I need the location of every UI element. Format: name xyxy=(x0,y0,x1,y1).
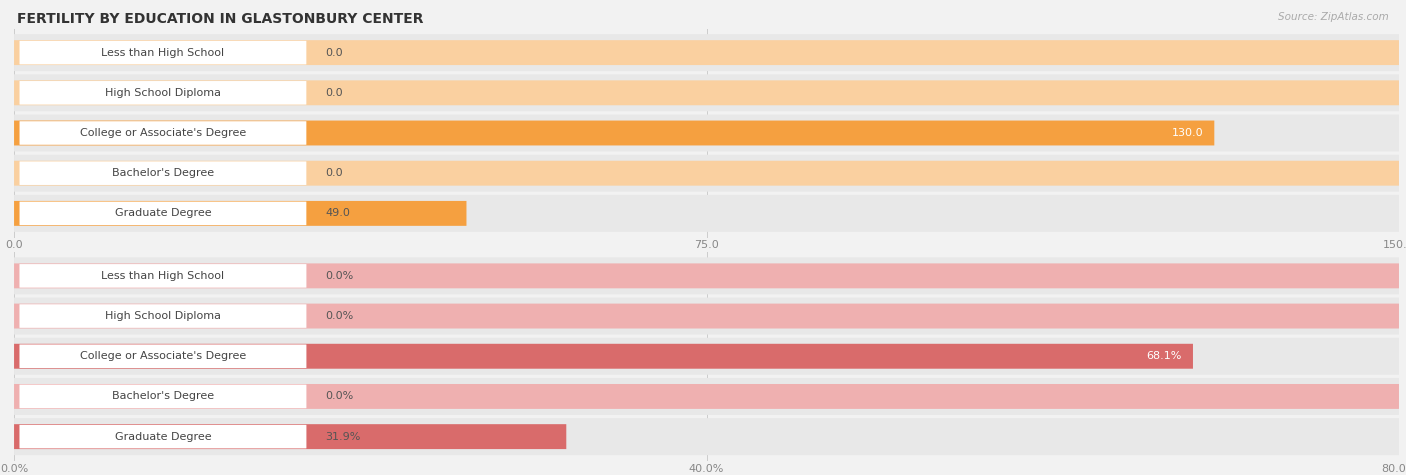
Text: Source: ZipAtlas.com: Source: ZipAtlas.com xyxy=(1278,12,1389,22)
FancyBboxPatch shape xyxy=(14,297,1399,334)
FancyBboxPatch shape xyxy=(14,418,1399,455)
Text: Bachelor's Degree: Bachelor's Degree xyxy=(112,391,214,401)
Text: Less than High School: Less than High School xyxy=(101,48,225,57)
Text: Graduate Degree: Graduate Degree xyxy=(115,432,211,442)
Text: 49.0: 49.0 xyxy=(326,209,350,218)
Text: High School Diploma: High School Diploma xyxy=(105,88,221,98)
Text: 0.0%: 0.0% xyxy=(326,311,354,321)
FancyBboxPatch shape xyxy=(20,385,307,408)
FancyBboxPatch shape xyxy=(14,201,467,226)
Text: 0.0: 0.0 xyxy=(326,88,343,98)
Text: College or Associate's Degree: College or Associate's Degree xyxy=(80,128,246,138)
FancyBboxPatch shape xyxy=(14,161,1399,186)
Text: 0.0%: 0.0% xyxy=(326,391,354,401)
Text: 68.1%: 68.1% xyxy=(1146,351,1182,361)
FancyBboxPatch shape xyxy=(20,264,307,288)
FancyBboxPatch shape xyxy=(20,121,307,145)
FancyBboxPatch shape xyxy=(20,344,307,368)
FancyBboxPatch shape xyxy=(14,424,567,449)
FancyBboxPatch shape xyxy=(14,384,1399,409)
Text: Graduate Degree: Graduate Degree xyxy=(115,209,211,218)
FancyBboxPatch shape xyxy=(20,425,307,448)
Text: High School Diploma: High School Diploma xyxy=(105,311,221,321)
FancyBboxPatch shape xyxy=(14,155,1399,192)
FancyBboxPatch shape xyxy=(14,304,1399,329)
FancyBboxPatch shape xyxy=(14,257,1399,294)
Text: 0.0: 0.0 xyxy=(326,48,343,57)
FancyBboxPatch shape xyxy=(14,74,1399,111)
FancyBboxPatch shape xyxy=(14,40,1399,65)
FancyBboxPatch shape xyxy=(14,195,1399,232)
Text: College or Associate's Degree: College or Associate's Degree xyxy=(80,351,246,361)
Text: 31.9%: 31.9% xyxy=(326,432,361,442)
Text: 0.0%: 0.0% xyxy=(326,271,354,281)
Text: 130.0: 130.0 xyxy=(1171,128,1204,138)
FancyBboxPatch shape xyxy=(14,264,1399,288)
FancyBboxPatch shape xyxy=(14,378,1399,415)
FancyBboxPatch shape xyxy=(20,81,307,104)
Text: Bachelor's Degree: Bachelor's Degree xyxy=(112,168,214,178)
Text: FERTILITY BY EDUCATION IN GLASTONBURY CENTER: FERTILITY BY EDUCATION IN GLASTONBURY CE… xyxy=(17,12,423,26)
FancyBboxPatch shape xyxy=(14,34,1399,71)
FancyBboxPatch shape xyxy=(20,41,307,65)
FancyBboxPatch shape xyxy=(20,201,307,225)
FancyBboxPatch shape xyxy=(14,338,1399,375)
FancyBboxPatch shape xyxy=(14,344,1192,369)
Text: 0.0: 0.0 xyxy=(326,168,343,178)
FancyBboxPatch shape xyxy=(14,114,1399,152)
Text: Less than High School: Less than High School xyxy=(101,271,225,281)
FancyBboxPatch shape xyxy=(14,80,1399,105)
FancyBboxPatch shape xyxy=(14,121,1215,145)
FancyBboxPatch shape xyxy=(20,162,307,185)
FancyBboxPatch shape xyxy=(20,304,307,328)
